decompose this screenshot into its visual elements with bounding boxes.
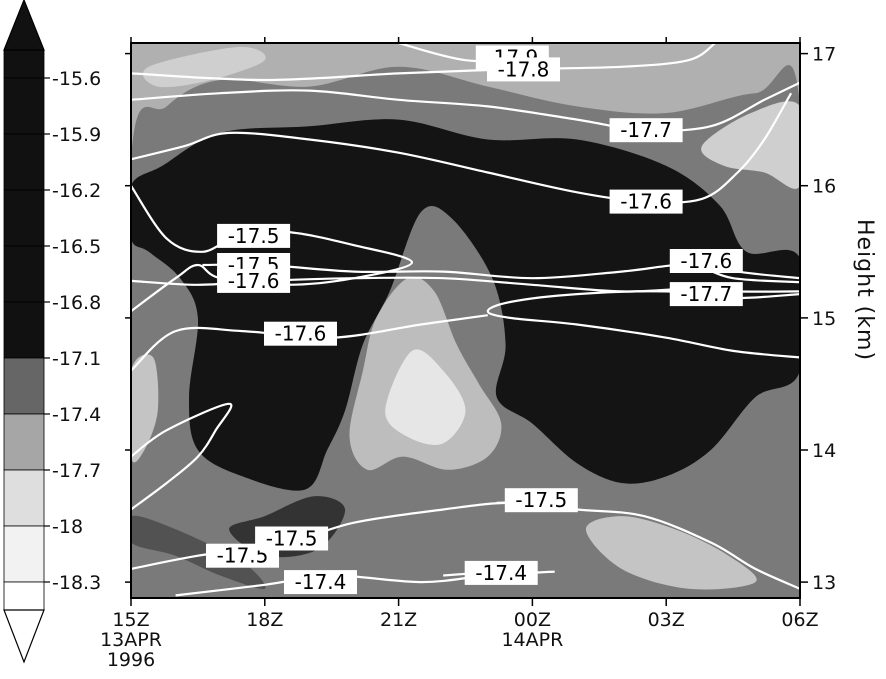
contour-label-box [255,526,329,551]
y-tick-label: 16 [812,176,836,198]
colorbar-label: -16.2 [52,180,101,202]
y-tick-label: 14 [812,440,836,462]
contour-labels: -17.9-17.8-17.7-17.6-17.5-17.5-17.6-17.7… [206,45,743,595]
contour-line [202,263,800,284]
contour-label-box [217,268,291,293]
contour-label: -17.6 [228,269,280,293]
colorbar-band [3,189,45,247]
contour-label: -17.4 [295,570,347,594]
colorbar-band [3,77,45,135]
x-tick-label: 1996 [107,649,155,671]
colorbar-labels: -15.6 -15.9 -16.2 -16.5 -16.8 -17.1 -17.4 -17.7… [44,68,101,594]
colorbar-label: -17.4 [52,404,101,426]
plot-area: -17.9-17.8-17.7-17.6-17.5-17.5-17.6-17.7… [100,37,836,671]
contour-line [131,81,800,132]
colorbar-label: -15.6 [52,68,101,90]
contour-label-box [487,57,560,82]
contour-line [131,43,716,82]
colorbar-bands [3,49,45,611]
colorbar-label: -17.7 [52,460,101,482]
colorbar-band [3,357,45,415]
colorbar-band [3,525,45,583]
contour-label: -17.6 [620,190,672,214]
shaded-region [385,349,466,445]
colorbar-band [3,469,45,527]
plot-frame [130,42,801,599]
contour-label: -17.4 [475,561,527,585]
contour-label-box [504,488,578,513]
colorbar-arrow-top [3,0,45,51]
x-tick-label: 06Z [781,609,818,631]
contour-label-box [669,249,743,273]
x-tick-label: 13APR [100,629,162,651]
y-tick-label: 13 [812,572,836,594]
x-tick-label: 18Z [246,609,283,631]
colorbar-band [3,49,45,79]
x-tick-label: 03Z [648,609,685,631]
colorbar-label: -18.3 [52,572,101,594]
contour-line [131,402,233,511]
colorbar-label: -15.9 [52,124,101,146]
contour-line [131,185,414,313]
contour-label: -17.6 [680,249,732,273]
contour-label-box [264,321,337,346]
contour-label-box [464,560,538,585]
x-tick-label: 15Z [112,609,149,631]
colorbar: -15.6 -15.9 -16.2 -16.5 -16.8 -17.1 -17.4 -17.7… [3,0,101,664]
colorbar-band [3,413,45,471]
contour-label: -17.7 [680,282,732,306]
colorbar-label: -17.1 [52,348,101,370]
contour-label: -17.8 [498,57,550,81]
contour-label: -17.6 [275,322,327,346]
colorbar-band [3,133,45,191]
y-axis: 13 14 15 16 17 [125,44,836,594]
y-axis-title: Height (km) [852,219,877,361]
colorbar-arrow-bottom [3,609,45,664]
contour-label: -17.5 [515,488,567,512]
contour-label: -17.5 [266,527,318,551]
x-tick-label: 21Z [380,609,417,631]
contour-label: -17.7 [620,118,672,142]
shaded-region [585,516,757,590]
contour-label-box [217,223,291,248]
colorbar-label: -18 [52,516,83,538]
y-tick-label: 17 [812,44,836,66]
x-tick-label: 14APR [501,629,563,651]
colorbar-band [3,581,45,611]
colorbar-band [3,301,45,359]
colorbar-band [3,245,45,303]
y-tick-label: 15 [812,308,836,330]
shaded-region [131,515,266,590]
colorbar-label: -16.8 [52,292,101,314]
colorbar-label: -16.5 [52,236,101,258]
contour-label: -17.5 [228,224,280,248]
contour-label-box [609,118,683,143]
shaded-region [131,354,159,463]
contour-line [131,92,793,204]
contour-label-box [609,189,683,214]
contour-label-box [669,282,743,307]
contour-label-box [284,570,357,595]
x-tick-label: 00Z [514,609,551,631]
